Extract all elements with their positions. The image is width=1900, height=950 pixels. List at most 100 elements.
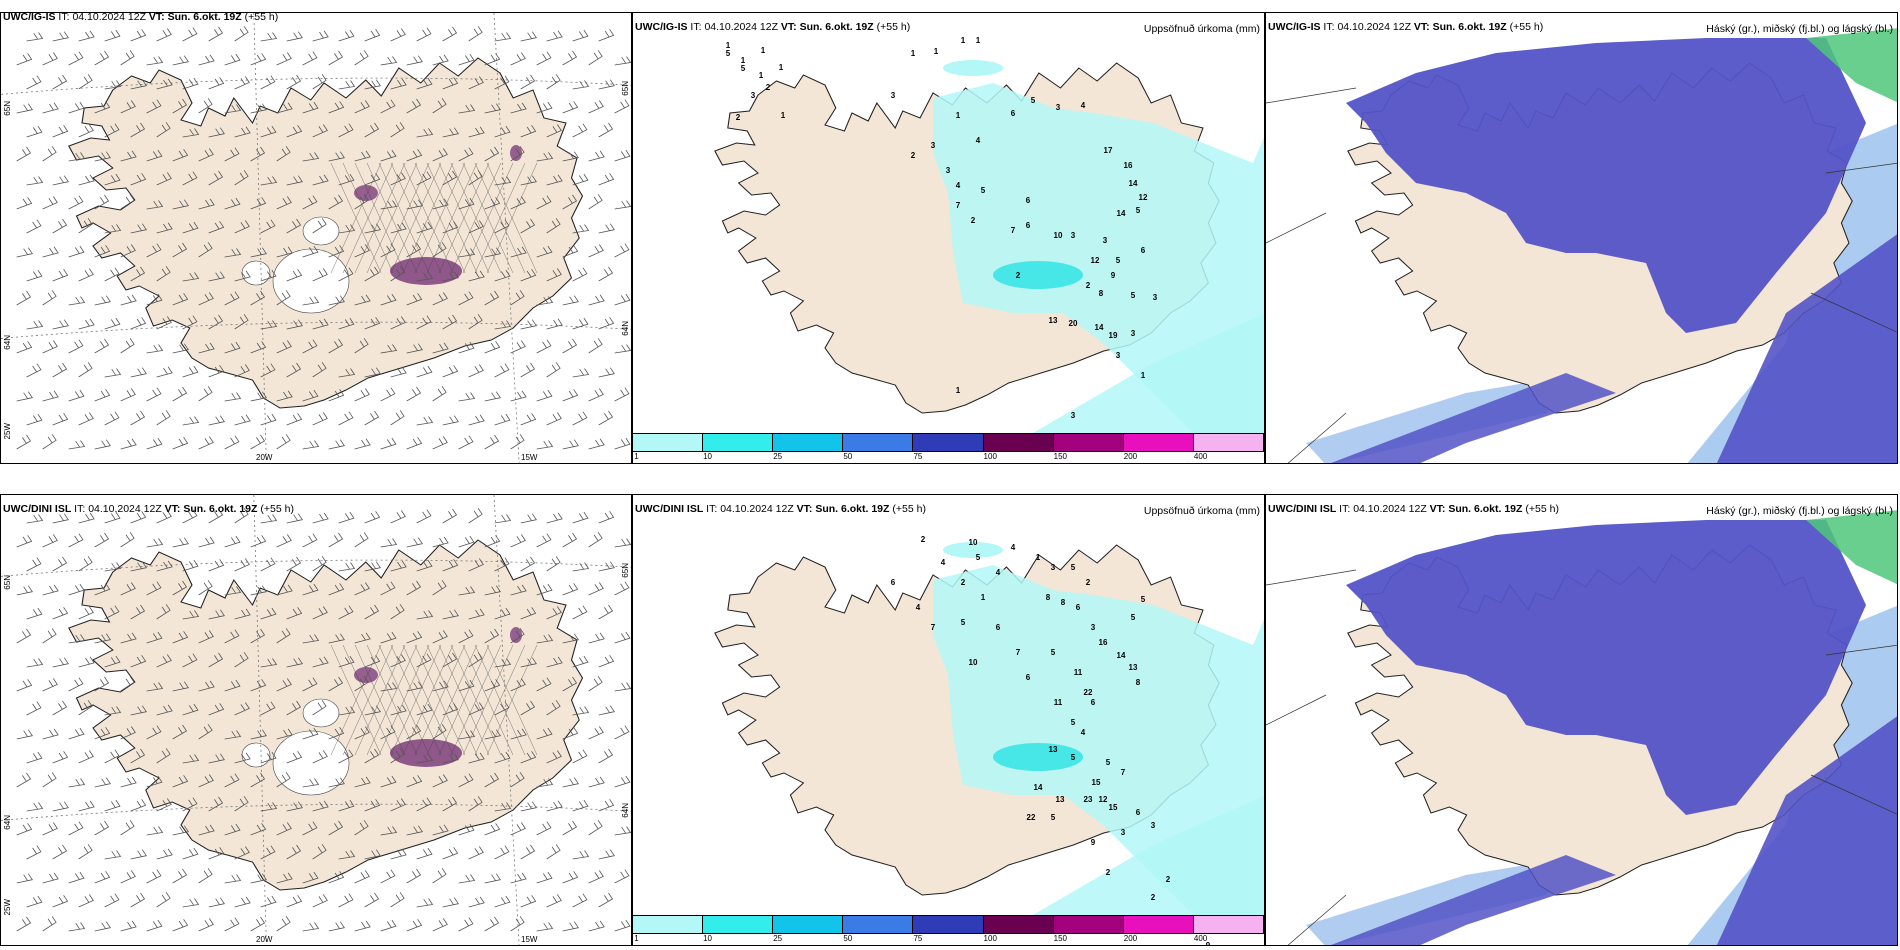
wind-barb <box>42 628 57 644</box>
wind-barb <box>572 173 589 186</box>
wind-barb <box>208 221 225 234</box>
precip-value-label: 16 <box>1124 161 1133 170</box>
wind-barb <box>224 147 240 162</box>
wind-barb <box>442 415 459 426</box>
precip-value-label: 3 <box>751 91 756 100</box>
wind-barb <box>78 894 94 908</box>
model-name: UWC/DINI ISL <box>635 503 704 515</box>
wind-barb <box>208 314 224 330</box>
wind-barb <box>432 242 447 258</box>
colorbar-swatch <box>773 916 844 933</box>
wind-barb <box>198 292 214 306</box>
wind-barb <box>52 218 68 234</box>
wind-barb <box>234 26 249 42</box>
wind-barb <box>198 342 215 354</box>
wind-barb <box>146 869 162 884</box>
wind-barb <box>78 800 95 812</box>
precip-value-label: 9 <box>1206 941 1211 946</box>
wind-barb <box>172 386 188 402</box>
wind-barb <box>68 871 85 884</box>
wind-panel-row2: UWC/DINI ISL IT: 04.10.2024 12Z VT: Sun.… <box>0 494 632 946</box>
precip-value-label: 14 <box>1117 209 1126 218</box>
wind-barb <box>432 436 448 450</box>
colorbar-label: 400 <box>1193 934 1208 943</box>
wind-barb <box>120 870 136 884</box>
precip-value-label: 20 <box>1069 319 1078 328</box>
wind-barb <box>390 366 407 378</box>
colorbar-label: 75 <box>913 452 923 461</box>
it-label: IT: <box>1323 21 1335 33</box>
wind-barb <box>614 344 631 354</box>
wind-barb <box>260 514 278 524</box>
wind-barb <box>302 195 318 210</box>
wind-barb <box>432 918 448 932</box>
wind-barb <box>250 729 267 740</box>
wind-barb <box>380 293 397 306</box>
icing-patch <box>510 145 522 161</box>
wind-barb <box>198 630 214 644</box>
hatch-line <box>342 644 394 756</box>
colorbar-label: 150 <box>1053 452 1068 461</box>
wind-barb <box>94 633 111 644</box>
hatch-line <box>438 644 490 756</box>
wind-barb <box>588 676 603 692</box>
wind-barb <box>146 437 163 450</box>
wind-barb <box>416 653 432 668</box>
wind-barb <box>146 243 162 258</box>
wind-barb <box>302 389 319 402</box>
precip-value-label: 5 <box>1136 206 1141 215</box>
wind-barb <box>598 173 615 186</box>
wind-barb <box>458 773 474 788</box>
wind-barb <box>302 634 320 644</box>
wind-barb <box>494 845 510 860</box>
wind-barb <box>120 338 135 354</box>
wind-barb <box>588 776 605 788</box>
wind-barb <box>104 411 120 426</box>
lat-label-65n: 65N <box>3 575 12 590</box>
wind-barb <box>354 820 369 836</box>
wind-barb <box>598 561 615 572</box>
precip-value-label: 8 <box>1099 289 1104 298</box>
wind-barb <box>328 921 345 932</box>
vt-label: VT: Sun. 6.okt. 19Z <box>780 21 874 33</box>
wind-barb <box>224 535 241 548</box>
wind-barb <box>286 413 303 426</box>
wind-barb <box>432 342 449 354</box>
wind-barb <box>390 78 407 90</box>
longitude-line <box>253 495 267 945</box>
precip-value-label: 13 <box>1049 316 1058 325</box>
hatch-line <box>426 644 478 756</box>
wind-barb <box>172 149 189 162</box>
wind-barb <box>42 534 58 548</box>
wind-barb <box>432 824 449 836</box>
hatch-line <box>366 162 418 274</box>
wind-barb <box>234 170 249 186</box>
wind-barb <box>468 846 484 860</box>
wind-barb <box>16 679 33 692</box>
icing-patch <box>510 627 522 643</box>
wind-barb <box>354 244 370 258</box>
wind-barb <box>484 535 501 548</box>
glacier-patch <box>241 742 271 768</box>
wind-barb <box>458 535 475 548</box>
wind-barb <box>588 870 604 884</box>
glacier-patch <box>241 260 271 286</box>
wind-barb <box>286 269 303 282</box>
wind-barb <box>510 534 526 548</box>
wind-barb <box>26 219 42 234</box>
wind-barb <box>120 50 135 66</box>
wind-barb <box>302 871 319 884</box>
wind-barb <box>104 655 121 668</box>
wind-barb <box>406 437 423 450</box>
wind-barb <box>520 556 536 572</box>
wind-barb <box>94 871 111 884</box>
wind-barb <box>302 922 320 932</box>
wind-barb <box>312 700 327 716</box>
wind-barb <box>562 338 578 354</box>
wind-barb <box>234 126 251 138</box>
wind-barb <box>52 556 68 572</box>
wind-barb <box>614 682 631 692</box>
wind-barb <box>442 77 459 90</box>
wind-barb <box>458 435 474 450</box>
wind-barb <box>390 892 405 908</box>
